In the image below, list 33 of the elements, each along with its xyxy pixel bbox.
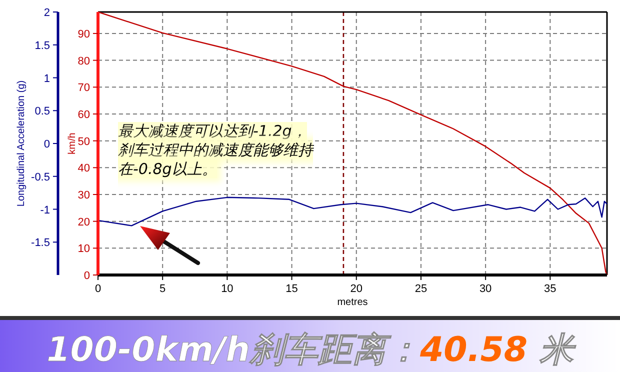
annotation: 最大减速度可以达到-1.2g，刹车过程中的减速度能够维持在-0.8g以上。 bbox=[118, 122, 313, 178]
x-tick-label: 25 bbox=[414, 283, 428, 295]
y2-tick-label: -1 bbox=[40, 204, 50, 216]
x-tick-label: 15 bbox=[286, 283, 298, 295]
x-tick-label: 10 bbox=[221, 283, 234, 295]
text: 100-0km/h刹车距离：40.58 米 bbox=[46, 330, 576, 370]
y-tick-label: 40 bbox=[78, 162, 90, 175]
y-tick-label: 30 bbox=[78, 189, 90, 202]
y2-tick-label: -1.5 bbox=[31, 237, 50, 250]
y2-tick-label: -0.5 bbox=[31, 171, 50, 184]
y-tick-label: 20 bbox=[78, 216, 90, 228]
y2-tick-label: 1 bbox=[44, 72, 50, 85]
x-tick-label: 5 bbox=[160, 283, 166, 295]
y-tick-label: 0 bbox=[84, 270, 90, 282]
line-series bbox=[98, 11, 608, 276]
line-series bbox=[98, 196, 608, 226]
y-tick-label: 90 bbox=[78, 28, 90, 40]
y2-tick-label: 0 bbox=[44, 138, 50, 150]
x-tick-label: 20 bbox=[350, 283, 362, 295]
y2-tick-label: 1.5 bbox=[34, 40, 50, 52]
x-tick-label: 30 bbox=[479, 283, 492, 295]
x-axis-title: metres bbox=[337, 297, 368, 308]
y-tick-label: 10 bbox=[78, 243, 90, 256]
y-tick-label: 80 bbox=[78, 55, 90, 68]
y-tick-label: 50 bbox=[78, 136, 90, 148]
x-tick-label: 0 bbox=[94, 283, 102, 295]
y2-tick-label: 0.5 bbox=[34, 106, 50, 118]
y2-axis-title: Longitudinal Acceleration (g) bbox=[16, 80, 27, 207]
x-tick-label: 35 bbox=[544, 283, 556, 295]
y-tick-label: 70 bbox=[78, 82, 90, 94]
y-axis-title: km/h bbox=[67, 132, 78, 154]
y2-tick-label: 2 bbox=[44, 7, 50, 19]
y-tick-label: 60 bbox=[78, 108, 90, 121]
